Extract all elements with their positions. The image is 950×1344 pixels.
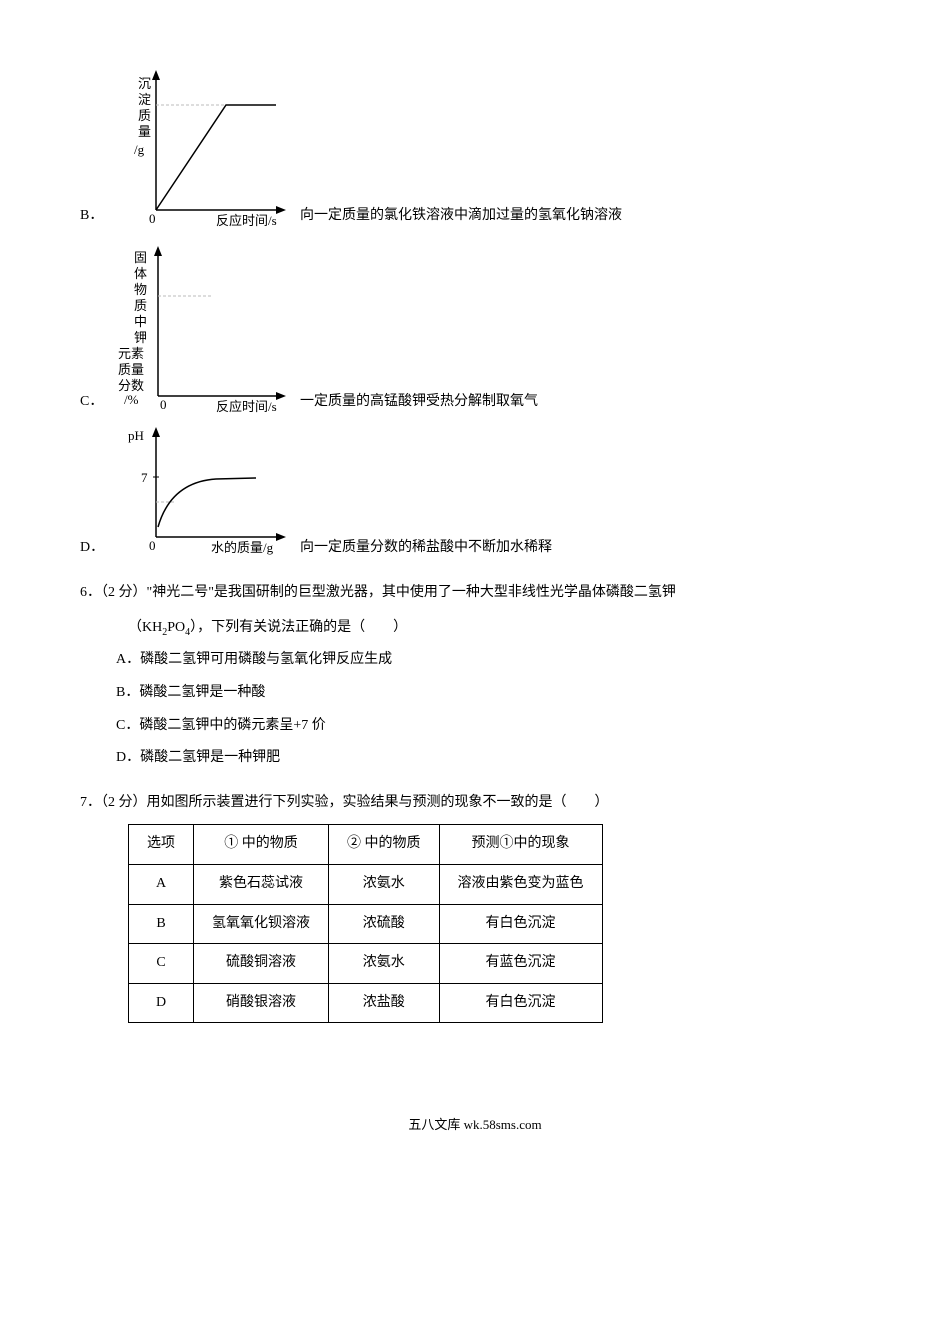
graph-b-xaxis: 反应时间/s: [216, 213, 277, 228]
q7-number: 7．: [80, 795, 101, 810]
svg-text:物: 物: [134, 282, 147, 297]
svg-text:钾: 钾: [134, 330, 147, 345]
graph-d-label: D．: [80, 535, 116, 562]
th-1: ① 中的物质: [194, 825, 329, 865]
graph-d-svg: pH 7 0 水的质量/g: [116, 422, 296, 562]
graph-c-origin: 0: [160, 397, 167, 412]
th-2: ② 中的物质: [329, 825, 440, 865]
q7-table: 选项 ① 中的物质 ② 中的物质 预测①中的现象 A 紫色石蕊试液 浓氨水 溶液…: [128, 824, 603, 1023]
svg-text:/%: /%: [124, 392, 139, 407]
graph-d-xaxis: 水的质量/g: [211, 540, 274, 555]
svg-text:沉: 沉: [138, 76, 151, 91]
graph-d-row: D． pH 7 0 水的质量/g 向一定质量分数的稀盐酸中不断加水稀释: [80, 422, 870, 562]
table-row: A 紫色石蕊试液 浓氨水 溶液由紫色变为蓝色: [129, 864, 603, 904]
q6-optC: C．磷酸二氢钾中的磷元素呈+7 价: [80, 713, 870, 740]
th-3: 预测①中的现象: [439, 825, 602, 865]
graph-b-origin: 0: [149, 211, 156, 226]
graph-b-svg: 沉 淀 质 量 /g 0 反应时间/s: [116, 60, 296, 230]
table-row: B 氢氧氧化钡溶液 浓硫酸 有白色沉淀: [129, 904, 603, 944]
q6-optD: D．磷酸二氢钾是一种钾肥: [80, 745, 870, 772]
svg-text:元素: 元素: [118, 346, 144, 361]
q6-options: A．磷酸二氢钾可用磷酸与氢氧化钾反应生成 B．磷酸二氢钾是一种酸 C．磷酸二氢钾…: [80, 647, 870, 771]
table-row: C 硫酸铜溶液 浓氨水 有蓝色沉淀: [129, 944, 603, 984]
graph-b-caption: 向一定质量的氯化铁溶液中滴加过量的氢氧化钠溶液: [300, 203, 622, 230]
graph-b-label: B．: [80, 203, 116, 230]
svg-text:质: 质: [134, 298, 147, 313]
graph-d-yaxis: pH: [128, 428, 144, 443]
graph-c-caption: 一定质量的高锰酸钾受热分解制取氧气: [300, 389, 538, 416]
svg-text:量: 量: [138, 124, 151, 139]
th-0: 选项: [129, 825, 194, 865]
q6-optB: B．磷酸二氢钾是一种酸: [80, 680, 870, 707]
q6-points: （2 分）: [101, 585, 147, 600]
question-7: 7．（2 分）用如图所示装置进行下列实验，实验结果与预测的现象不一致的是（ ）: [80, 790, 870, 817]
svg-text:淀: 淀: [138, 92, 151, 107]
graph-c-row: C． 固 体 物 质 中 钾 元素 质量 分数 /% 0 反应时间/s 一定质量…: [80, 236, 870, 416]
svg-text:分数: 分数: [118, 378, 144, 393]
graph-b-row: B． 沉 淀 质 量 /g 0 反应时间/s 向一定质量的氯化铁溶液中滴加过量的…: [80, 60, 870, 230]
svg-text:中: 中: [134, 314, 147, 329]
graph-c-xaxis: 反应时间/s: [216, 399, 277, 414]
q7-stem: 用如图所示装置进行下列实验，实验结果与预测的现象不一致的是（ ）: [147, 795, 609, 810]
question-6: 6．（2 分）"神光二号"是我国研制的巨型激光器，其中使用了一种大型非线性光学晶…: [80, 580, 870, 607]
page-footer: 五八文库 wk.58sms.com: [80, 1113, 870, 1138]
table-row: D 硝酸银溶液 浓盐酸 有白色沉淀: [129, 983, 603, 1023]
q6-stem-line2: （KH2PO4），下列有关说法正确的是（ ）: [80, 615, 870, 642]
q6-stem-a: "神光二号"是我国研制的巨型激光器，其中使用了一种大型非线性光学晶体磷酸二氢钾: [147, 585, 676, 600]
graph-d-caption: 向一定质量分数的稀盐酸中不断加水稀释: [300, 535, 552, 562]
graph-c-svg: 固 体 物 质 中 钾 元素 质量 分数 /% 0 反应时间/s: [116, 236, 296, 416]
q6-number: 6．: [80, 585, 101, 600]
svg-text:质量: 质量: [118, 362, 144, 377]
table-header-row: 选项 ① 中的物质 ② 中的物质 预测①中的现象: [129, 825, 603, 865]
svg-text:质: 质: [138, 108, 151, 123]
q6-optA: A．磷酸二氢钾可用磷酸与氢氧化钾反应生成: [80, 647, 870, 674]
q7-points: （2 分）: [101, 795, 147, 810]
svg-text:体: 体: [134, 266, 147, 281]
graph-d-origin: 0: [149, 538, 156, 553]
graph-c-label: C．: [80, 389, 116, 416]
svg-text:/g: /g: [134, 142, 145, 157]
svg-text:固: 固: [134, 250, 147, 265]
graph-d-ytick: 7: [141, 470, 148, 485]
